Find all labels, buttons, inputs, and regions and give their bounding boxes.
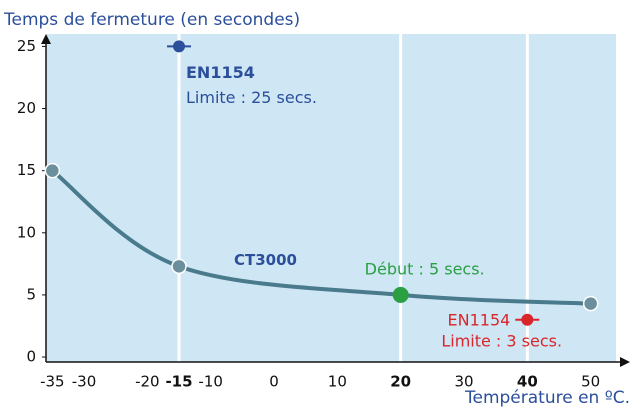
y-axis-arrow	[41, 34, 51, 44]
chart-title: Temps de fermeture (en secondes)	[3, 10, 300, 30]
plot-background	[46, 34, 616, 362]
x-tick-label: 0	[269, 373, 279, 391]
x-tick-label: -15	[165, 373, 192, 391]
x-tick-label: -30	[72, 373, 97, 391]
marker-label: Début : 5 secs.	[365, 259, 485, 278]
x-tick-label: 30	[454, 373, 473, 391]
x-axis-label: Température en ºC.	[464, 388, 630, 408]
x-tick-label: 40	[517, 373, 538, 391]
data-point	[582, 295, 599, 312]
x-tick-label: 10	[328, 373, 347, 391]
y-tick-label: 25	[17, 37, 36, 55]
x-tick-label: -10	[198, 373, 223, 391]
marker-point	[173, 40, 185, 53]
y-tick-label: 15	[17, 161, 36, 179]
y-tick-label: 20	[17, 99, 36, 117]
marker-label: EN1154	[186, 63, 255, 82]
marker-label: EN1154	[448, 310, 511, 329]
series-line	[51, 169, 591, 306]
x-tick-label: 20	[390, 373, 411, 391]
x-axis-arrow	[620, 357, 630, 367]
x-tick-label: -35	[40, 373, 65, 391]
y-tick-label: 5	[26, 285, 36, 303]
marker-point	[521, 313, 534, 326]
y-tick-label: 10	[17, 223, 36, 241]
x-tick-label: -20	[135, 373, 160, 391]
data-point	[44, 162, 61, 179]
x-tick-label: 50	[581, 373, 600, 391]
marker-label: Limite : 25 secs.	[186, 88, 317, 107]
data-point	[171, 258, 187, 275]
marker-point	[392, 286, 409, 303]
marker-label: Limite : 3 secs.	[441, 331, 562, 350]
y-tick-label: 0	[26, 348, 36, 366]
series-label: CT3000	[234, 251, 297, 269]
